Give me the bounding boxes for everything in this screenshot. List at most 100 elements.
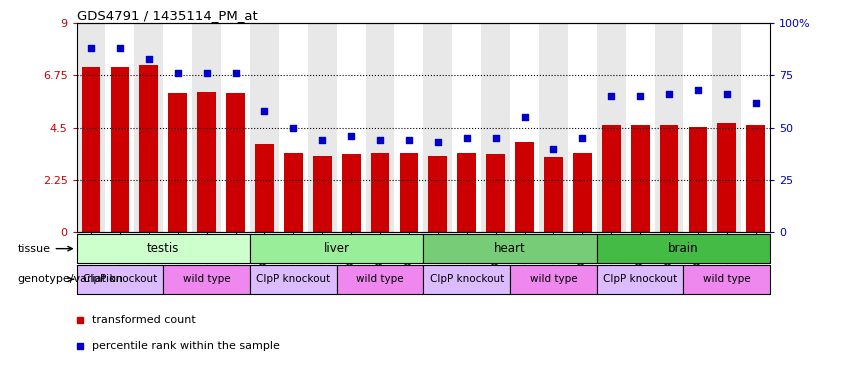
Bar — [741, 23, 770, 232]
Bar — [163, 265, 250, 294]
Point — [662, 91, 676, 97]
Text: transformed count: transformed count — [92, 314, 196, 325]
Point — [575, 135, 589, 141]
Point — [171, 70, 185, 76]
Text: GDS4791 / 1435114_PM_at: GDS4791 / 1435114_PM_at — [77, 9, 257, 22]
Point — [691, 87, 705, 93]
Bar — [111, 67, 129, 232]
Point — [633, 93, 647, 99]
Bar — [683, 265, 770, 294]
Bar — [366, 23, 395, 232]
Bar — [423, 265, 510, 294]
Point — [374, 137, 387, 143]
Text: wild type: wild type — [357, 274, 404, 285]
Bar — [221, 23, 250, 232]
Bar — [597, 234, 770, 263]
Bar — [255, 144, 274, 232]
Bar — [428, 156, 448, 232]
Point — [720, 91, 734, 97]
Point — [287, 124, 300, 131]
Bar — [337, 23, 366, 232]
Bar — [457, 153, 476, 232]
Point — [345, 133, 358, 139]
Point — [517, 114, 531, 120]
Point — [316, 137, 329, 143]
Text: ClpP knockout: ClpP knockout — [430, 274, 504, 285]
Text: tissue: tissue — [18, 243, 72, 254]
Bar — [602, 125, 620, 232]
Bar — [573, 153, 591, 232]
Point — [84, 45, 98, 51]
Bar — [452, 23, 481, 232]
Bar — [597, 23, 625, 232]
Point — [546, 146, 560, 152]
Bar — [399, 153, 419, 232]
Bar — [163, 23, 192, 232]
Text: wild type: wild type — [703, 274, 751, 285]
Bar — [631, 125, 649, 232]
Bar — [654, 23, 683, 232]
Bar — [77, 234, 250, 263]
Text: ClpP knockout: ClpP knockout — [83, 274, 157, 285]
Bar — [625, 23, 654, 232]
Point — [229, 70, 243, 76]
Point — [200, 70, 214, 76]
Point — [113, 45, 127, 51]
Bar — [192, 23, 221, 232]
Point — [460, 135, 473, 141]
Bar — [481, 23, 510, 232]
Bar — [226, 93, 245, 232]
Text: ClpP knockout: ClpP knockout — [603, 274, 677, 285]
Point — [488, 135, 502, 141]
Bar — [712, 23, 741, 232]
Point — [749, 99, 762, 106]
Text: testis: testis — [147, 242, 180, 255]
Bar — [106, 23, 134, 232]
Bar — [683, 23, 712, 232]
Bar — [337, 265, 424, 294]
Bar — [77, 265, 163, 294]
Bar — [395, 23, 423, 232]
Bar — [168, 93, 187, 232]
Bar — [279, 23, 308, 232]
Bar — [486, 154, 505, 232]
Bar — [308, 23, 337, 232]
Bar — [423, 234, 597, 263]
Bar — [134, 23, 163, 232]
Bar — [284, 153, 303, 232]
Bar — [82, 67, 100, 232]
Bar — [515, 142, 534, 232]
Bar — [77, 23, 106, 232]
Point — [258, 108, 271, 114]
Bar — [539, 23, 568, 232]
Bar — [688, 126, 707, 232]
Bar — [371, 153, 390, 232]
Text: percentile rank within the sample: percentile rank within the sample — [92, 341, 280, 351]
Point — [431, 139, 444, 146]
Bar — [250, 234, 423, 263]
Bar — [510, 23, 539, 232]
Bar — [140, 65, 158, 232]
Point — [604, 93, 618, 99]
Bar — [568, 23, 597, 232]
Text: brain: brain — [668, 242, 699, 255]
Bar — [717, 123, 736, 232]
Bar — [423, 23, 452, 232]
Point — [403, 137, 416, 143]
Bar — [660, 125, 678, 232]
Text: liver: liver — [323, 242, 350, 255]
Text: wild type: wild type — [529, 274, 577, 285]
Point — [142, 56, 156, 62]
Bar — [746, 125, 765, 232]
Bar — [250, 23, 279, 232]
Bar — [313, 156, 332, 232]
Bar — [342, 154, 361, 232]
Text: heart: heart — [494, 242, 526, 255]
Text: ClpP knockout: ClpP knockout — [256, 274, 330, 285]
Bar — [544, 157, 563, 232]
Bar — [597, 265, 683, 294]
Bar — [197, 92, 216, 232]
Text: wild type: wild type — [183, 274, 231, 285]
Text: genotype/variation: genotype/variation — [18, 274, 123, 285]
Bar — [510, 265, 597, 294]
